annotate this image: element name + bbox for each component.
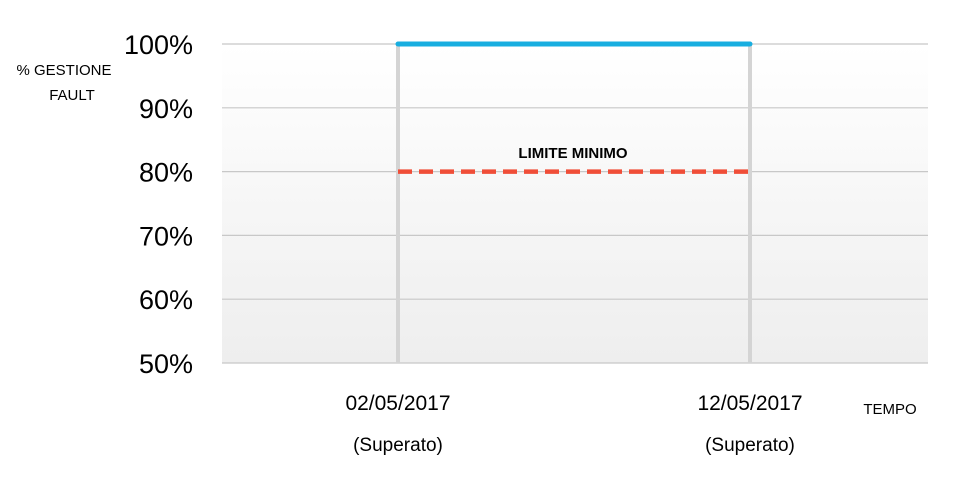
x-tick-labels: 02/05/2017 (Superato) 12/05/2017 (Superato) [345,392,802,456]
y-tick-label: 70% [139,221,193,251]
plot-background [222,44,928,363]
y-tick-label: 100% [124,30,193,60]
y-axis-label-line2: FAULT [49,87,95,104]
category-guides [396,44,752,363]
y-tick-label: 80% [139,158,193,188]
series-layer [395,41,753,174]
x-tick-sublabel: (Superato) [353,435,443,456]
annotation-limite-minimo: LIMITE MINIMO [518,145,627,162]
y-tick-label: 50% [139,349,193,379]
x-axis-label: TEMPO [863,401,916,418]
y-axis-label-line1: % GESTIONE [16,62,111,79]
x-tick-sublabel: (Superato) [705,435,795,456]
y-tick-label: 60% [139,285,193,315]
y-tick-labels: 100% 90% 80% 70% 60% 50% [124,30,193,379]
x-tick-label: 12/05/2017 [697,392,802,415]
y-tick-label: 90% [139,94,193,124]
x-tick-label: 02/05/2017 [345,392,450,415]
